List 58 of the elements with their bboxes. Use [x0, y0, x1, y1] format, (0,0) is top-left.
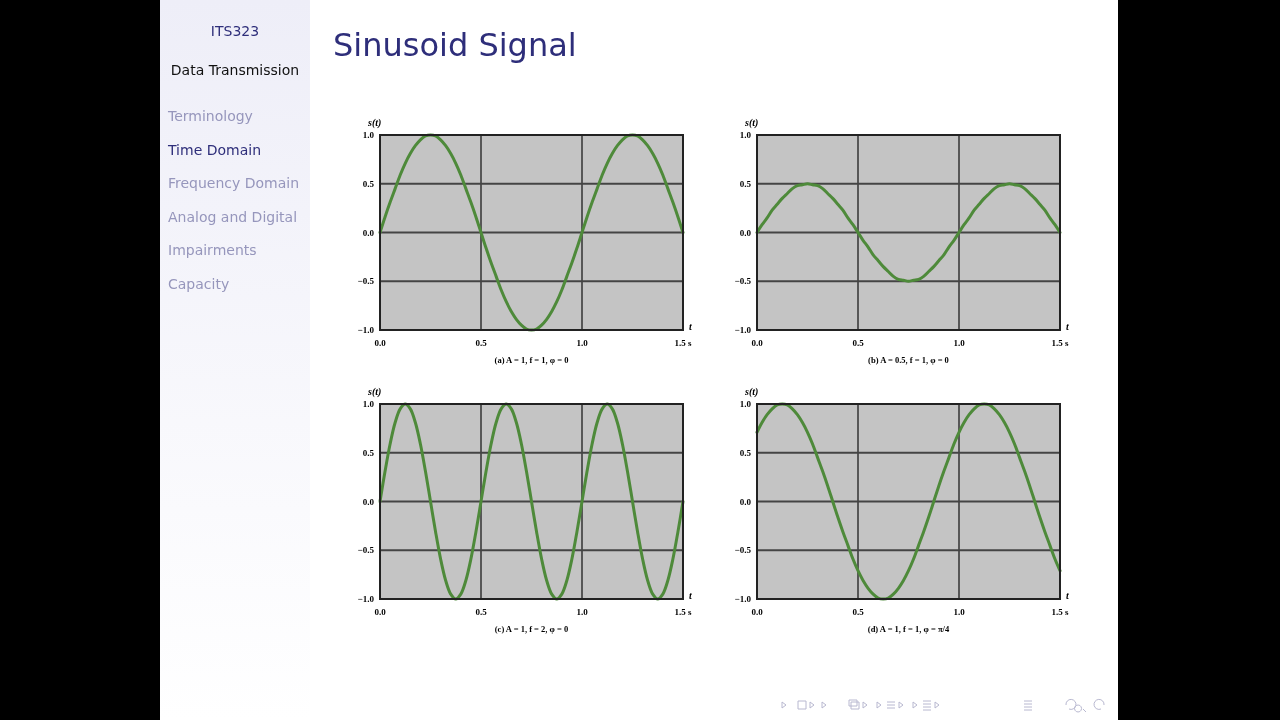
line-series: [755, 182, 1062, 283]
text: Frequency Domain: [168, 175, 300, 191]
x-tick-label: 0.5: [852, 607, 865, 617]
y-tick-label: −0.5: [357, 276, 375, 287]
y-tick-label: 0.0: [739, 496, 752, 507]
x-tick-label: 1.0: [576, 607, 589, 617]
y-tick-label: 0.5: [739, 447, 752, 458]
y-tick-label: 0.0: [739, 227, 752, 238]
x-axis-title: t: [689, 321, 693, 332]
text: (c) A = 1, f = 2, φ = 0: [494, 624, 569, 634]
x-tick-label: 0.5: [852, 338, 865, 348]
y-axis-title: s(t): [367, 386, 382, 398]
x-axis-title: t: [1066, 321, 1070, 332]
x-tick-label: 1.0: [576, 338, 589, 348]
x-axis-title: t: [1066, 590, 1070, 601]
y-tick-label: 1.0: [362, 130, 375, 140]
y-axis-title: s(t): [744, 117, 759, 129]
y-axis-title: s(t): [367, 117, 382, 129]
x-tick-label: 1.5 s: [1051, 607, 1069, 617]
x-tick-label: 0.0: [751, 607, 764, 617]
x-tick-label: 0.5: [475, 607, 488, 617]
y-tick-label: 0.5: [362, 447, 375, 458]
text: Sinusoid Signal: [333, 26, 577, 64]
text: (a) A = 1, f = 1, φ = 0: [494, 355, 569, 365]
text: Analog and Digital: [168, 208, 298, 225]
y-axis-title: s(t): [744, 386, 759, 398]
y-tick-label: −1.0: [734, 325, 752, 335]
y-tick-label: −0.5: [734, 276, 752, 287]
y-tick-label: −0.5: [734, 545, 752, 556]
text: Data Transmission: [170, 62, 300, 78]
x-tick-label: 0.0: [374, 338, 387, 348]
text: Capacity: [168, 275, 230, 292]
x-tick-label: 1.0: [953, 338, 966, 348]
y-tick-label: −1.0: [357, 594, 375, 604]
text: Time Domain: [167, 141, 262, 158]
y-tick-label: −0.5: [357, 545, 375, 556]
x-tick-label: 0.5: [475, 338, 488, 348]
y-tick-label: 0.0: [362, 227, 375, 238]
x-axis-title: t: [689, 590, 693, 601]
x-tick-label: 1.5 s: [674, 607, 692, 617]
text: (b) A = 0.5, f = 1, φ = 0: [868, 355, 949, 365]
y-tick-label: 0.0: [362, 496, 375, 507]
text: Terminology: [167, 108, 253, 124]
text: ITS323: [210, 23, 260, 39]
x-tick-label: 1.5 s: [1051, 338, 1069, 348]
y-tick-label: 1.0: [739, 399, 752, 409]
x-tick-label: 1.0: [953, 607, 966, 617]
y-tick-label: −1.0: [734, 594, 752, 604]
text: (d) A = 1, f = 1, φ = π/4: [867, 624, 950, 634]
x-tick-label: 1.5 s: [674, 338, 692, 348]
y-tick-label: −1.0: [357, 325, 375, 335]
y-tick-label: 1.0: [739, 130, 752, 140]
y-tick-label: 0.5: [362, 178, 375, 189]
y-tick-label: 0.5: [739, 178, 752, 189]
text: Impairments: [168, 242, 257, 258]
y-tick-label: 1.0: [362, 399, 375, 409]
x-tick-label: 0.0: [751, 338, 764, 348]
x-tick-label: 0.0: [374, 607, 387, 617]
